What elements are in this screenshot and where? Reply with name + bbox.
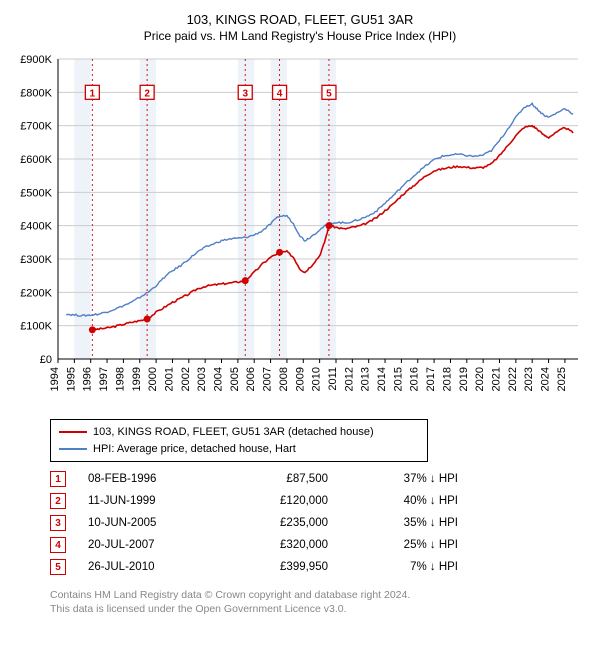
legend-row: 103, KINGS ROAD, FLEET, GU51 3AR (detach… — [59, 424, 419, 441]
tx-date: 11-JUN-1999 — [88, 495, 218, 507]
tx-row: 1 08-FEB-1996£87,50037% ↓ HPI — [50, 468, 590, 490]
shade-band — [238, 59, 254, 359]
legend-label: 103, KINGS ROAD, FLEET, GU51 3AR (detach… — [93, 424, 374, 441]
y-tick-label: £800K — [20, 87, 52, 99]
x-tick-label: 2001 — [163, 367, 175, 391]
tx-marker: 3 — [50, 515, 66, 531]
x-tick-label: 2007 — [262, 367, 274, 391]
tx-marker: 5 — [50, 559, 66, 575]
tx-top-marker-num: 1 — [90, 88, 96, 99]
tx-marker: 1 — [50, 471, 66, 487]
tx-date: 26-JUL-2010 — [88, 561, 218, 573]
x-tick-label: 2013 — [360, 367, 372, 391]
tx-delta: 7% ↓ HPI — [328, 561, 458, 573]
tx-delta: 37% ↓ HPI — [328, 473, 458, 485]
footer-line-1: Contains HM Land Registry data © Crown c… — [50, 588, 590, 602]
tx-price: £235,000 — [218, 517, 328, 529]
tx-date: 08-FEB-1996 — [88, 473, 218, 485]
tx-price: £120,000 — [218, 495, 328, 507]
x-tick-label: 2006 — [245, 367, 257, 391]
x-tick-label: 2009 — [294, 367, 306, 391]
x-tick-label: 2003 — [196, 367, 208, 391]
x-tick-label: 2011 — [327, 367, 339, 391]
x-tick-label: 2020 — [474, 367, 486, 391]
x-tick-label: 2000 — [147, 367, 159, 391]
footer-line-2: This data is licensed under the Open Gov… — [50, 602, 590, 616]
x-tick-label: 1994 — [49, 367, 61, 391]
legend-swatch — [59, 431, 87, 433]
y-tick-label: £900K — [20, 54, 52, 66]
y-tick-label: £100K — [20, 321, 52, 333]
shade-band — [74, 59, 90, 359]
page-title: 103, KINGS ROAD, FLEET, GU51 3AR — [10, 12, 590, 27]
legend: 103, KINGS ROAD, FLEET, GU51 3AR (detach… — [50, 419, 428, 462]
tx-row: 4 20-JUL-2007£320,00025% ↓ HPI — [50, 534, 590, 556]
x-tick-label: 2005 — [229, 367, 241, 391]
tx-point — [89, 326, 96, 333]
tx-delta: 35% ↓ HPI — [328, 517, 458, 529]
shade-band — [271, 59, 287, 359]
legend-row: HPI: Average price, detached house, Hart — [59, 441, 419, 458]
tx-point — [242, 277, 249, 284]
y-tick-label: £600K — [20, 154, 52, 166]
x-tick-label: 1995 — [65, 367, 77, 391]
shade-band — [320, 59, 336, 359]
tx-price: £320,000 — [218, 539, 328, 551]
y-tick-label: £300K — [20, 254, 52, 266]
legend-label: HPI: Average price, detached house, Hart — [93, 441, 296, 458]
tx-marker: 2 — [50, 493, 66, 509]
tx-point — [144, 316, 151, 323]
x-tick-label: 2022 — [507, 367, 519, 391]
x-tick-label: 2015 — [392, 367, 404, 391]
x-tick-label: 1997 — [98, 367, 110, 391]
x-tick-label: 1996 — [82, 367, 94, 391]
footer: Contains HM Land Registry data © Crown c… — [50, 588, 590, 616]
tx-price: £87,500 — [218, 473, 328, 485]
x-tick-label: 2025 — [556, 367, 568, 391]
tx-point — [276, 249, 283, 256]
chart: £0 £100K £200K £300K £400K £500K £600K £700K £80… — [10, 51, 590, 411]
y-tick-label: £0 — [40, 354, 52, 366]
x-tick-label: 2004 — [213, 367, 225, 391]
x-tick-label: 2024 — [540, 367, 552, 391]
y-tick-label: £400K — [20, 221, 52, 233]
x-tick-label: 1999 — [131, 367, 143, 391]
tx-top-marker-num: 2 — [144, 88, 150, 99]
tx-date: 10-JUN-2005 — [88, 517, 218, 529]
tx-top-marker-num: 5 — [326, 88, 332, 99]
legend-swatch — [59, 448, 87, 450]
x-tick-label: 2019 — [458, 367, 470, 391]
x-tick-label: 2012 — [343, 367, 355, 391]
tx-row: 3 10-JUN-2005£235,00035% ↓ HPI — [50, 512, 590, 534]
tx-delta: 40% ↓ HPI — [328, 495, 458, 507]
tx-top-marker-num: 3 — [242, 88, 248, 99]
tx-row: 2 11-JUN-1999£120,00040% ↓ HPI — [50, 490, 590, 512]
x-tick-label: 2002 — [180, 367, 192, 391]
tx-point — [325, 222, 332, 229]
y-tick-label: £700K — [20, 121, 52, 133]
transactions-table: 108-FEB-1996£87,50037% ↓ HPI211-JUN-1999… — [50, 468, 590, 578]
tx-delta: 25% ↓ HPI — [328, 539, 458, 551]
tx-row: 5 26-JUL-2010£399,9507% ↓ HPI — [50, 556, 590, 578]
y-tick-label: £500K — [20, 187, 52, 199]
x-tick-label: 2014 — [376, 367, 388, 391]
x-tick-label: 2023 — [523, 367, 535, 391]
x-tick-label: 2016 — [409, 367, 421, 391]
tx-marker: 4 — [50, 537, 66, 553]
chart-svg: £0 £100K £200K £300K £400K £500K £600K £700K £80… — [10, 51, 590, 411]
x-tick-label: 2018 — [441, 367, 453, 391]
x-tick-label: 2008 — [278, 367, 290, 391]
y-tick-label: £200K — [20, 287, 52, 299]
x-tick-label: 2010 — [311, 367, 323, 391]
tx-price: £399,950 — [218, 561, 328, 573]
tx-top-marker-num: 4 — [277, 88, 283, 99]
tx-date: 20-JUL-2007 — [88, 539, 218, 551]
x-tick-label: 2021 — [491, 367, 503, 391]
x-tick-label: 1998 — [114, 367, 126, 391]
x-tick-label: 2017 — [425, 367, 437, 391]
page-subtitle: Price paid vs. HM Land Registry's House … — [10, 29, 590, 43]
